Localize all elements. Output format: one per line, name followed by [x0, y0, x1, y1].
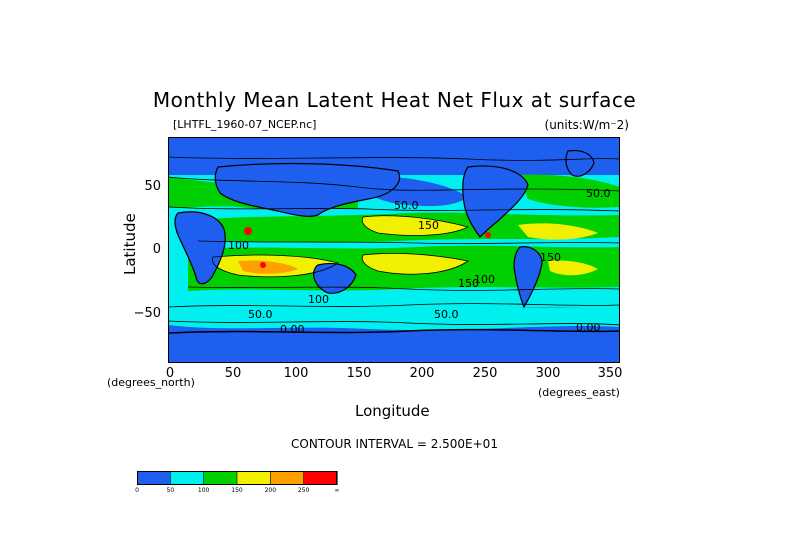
contour-label: 50.0 [394, 199, 419, 212]
y-tick-label: 0 [152, 242, 161, 257]
land-antarctica [168, 329, 620, 363]
y-tick-label: 50 [144, 179, 161, 194]
contour-label: 100 [308, 293, 329, 306]
contour-label: 0.00 [280, 323, 305, 336]
colorbar-swatch [303, 471, 338, 485]
hotspot-2 [260, 262, 266, 268]
colorbar-tick-label: 50 [166, 487, 175, 494]
colorbar-swatch [203, 471, 238, 485]
hotspot-3 [485, 232, 491, 238]
plot-title: Monthly Mean Latent Heat Net Flux at sur… [152, 88, 637, 112]
colorbar-swatch [236, 471, 271, 485]
units-label: (units:W/m⁻2) [544, 118, 629, 132]
contour-lines [168, 149, 620, 334]
contour-label: 50.0 [586, 187, 611, 200]
x-tick-label: 0 [165, 366, 175, 381]
n-subtropic-yellow-pacific [362, 215, 468, 236]
y-axis-label: Latitude [121, 213, 139, 275]
y-tick-label: −50 [133, 306, 161, 321]
colorbar-tick-label: 0 [135, 487, 139, 494]
land-africa [175, 211, 226, 284]
x-tick-label: 250 [472, 366, 498, 381]
x-tick-label: 50 [224, 366, 242, 381]
colorbar [137, 471, 338, 485]
colorbar-tick-label: 150 [231, 487, 243, 494]
colorbar-swatch [270, 471, 305, 485]
colorbar-tick-label: 200 [264, 487, 277, 494]
southern-ocean-cyan [168, 300, 620, 330]
contour-label: 100 [474, 273, 495, 286]
land-australia [313, 263, 356, 294]
file-label: [LHTFL_1960-07_NCEP.nc] [173, 118, 317, 131]
land-eurasia [215, 163, 400, 217]
x-tick-label: 150 [346, 366, 372, 381]
flux-map: 50.0 50.0 100 50.0 150 150 50.0 0.00 0.0… [168, 137, 620, 363]
contour-label: 150 [540, 251, 561, 264]
hotspot-1 [244, 227, 252, 235]
colorbar-tick-label: ∞ [334, 487, 340, 494]
n-atlantic-green [518, 174, 620, 208]
x-axis-label: Longitude [355, 402, 430, 420]
y-axis-unit: (degrees_north) [107, 376, 195, 389]
land-south-america [514, 246, 542, 307]
s-atlantic-yellow [548, 260, 598, 276]
x-axis-unit: (degrees_east) [538, 386, 620, 399]
colorbar-swatch [170, 471, 205, 485]
contour-interval-text: CONTOUR INTERVAL = 2.500E+01 [291, 437, 498, 451]
s-indian-orange [238, 260, 298, 274]
x-tick-label: 300 [535, 366, 561, 381]
x-tick-label: 100 [283, 366, 309, 381]
colorbar-swatch [137, 471, 171, 485]
land-north-america [462, 165, 528, 237]
land-greenland [565, 150, 594, 177]
contour-label: 150 [458, 277, 479, 290]
colorbar-tick-label: 250 [297, 487, 310, 494]
contour-label: 100 [228, 239, 249, 252]
colorbar-tick-label: 100 [197, 487, 210, 494]
x-tick-label: 350 [597, 366, 623, 381]
contour-label: 50.0 [434, 308, 459, 321]
s-pacific-yellow [362, 253, 468, 275]
contour-label: 50.0 [248, 308, 273, 321]
contour-label: 150 [418, 219, 439, 232]
x-tick-label: 200 [409, 366, 435, 381]
contour-label: 0.00 [576, 321, 601, 334]
n-subtropic-yellow-atlantic [518, 223, 598, 240]
